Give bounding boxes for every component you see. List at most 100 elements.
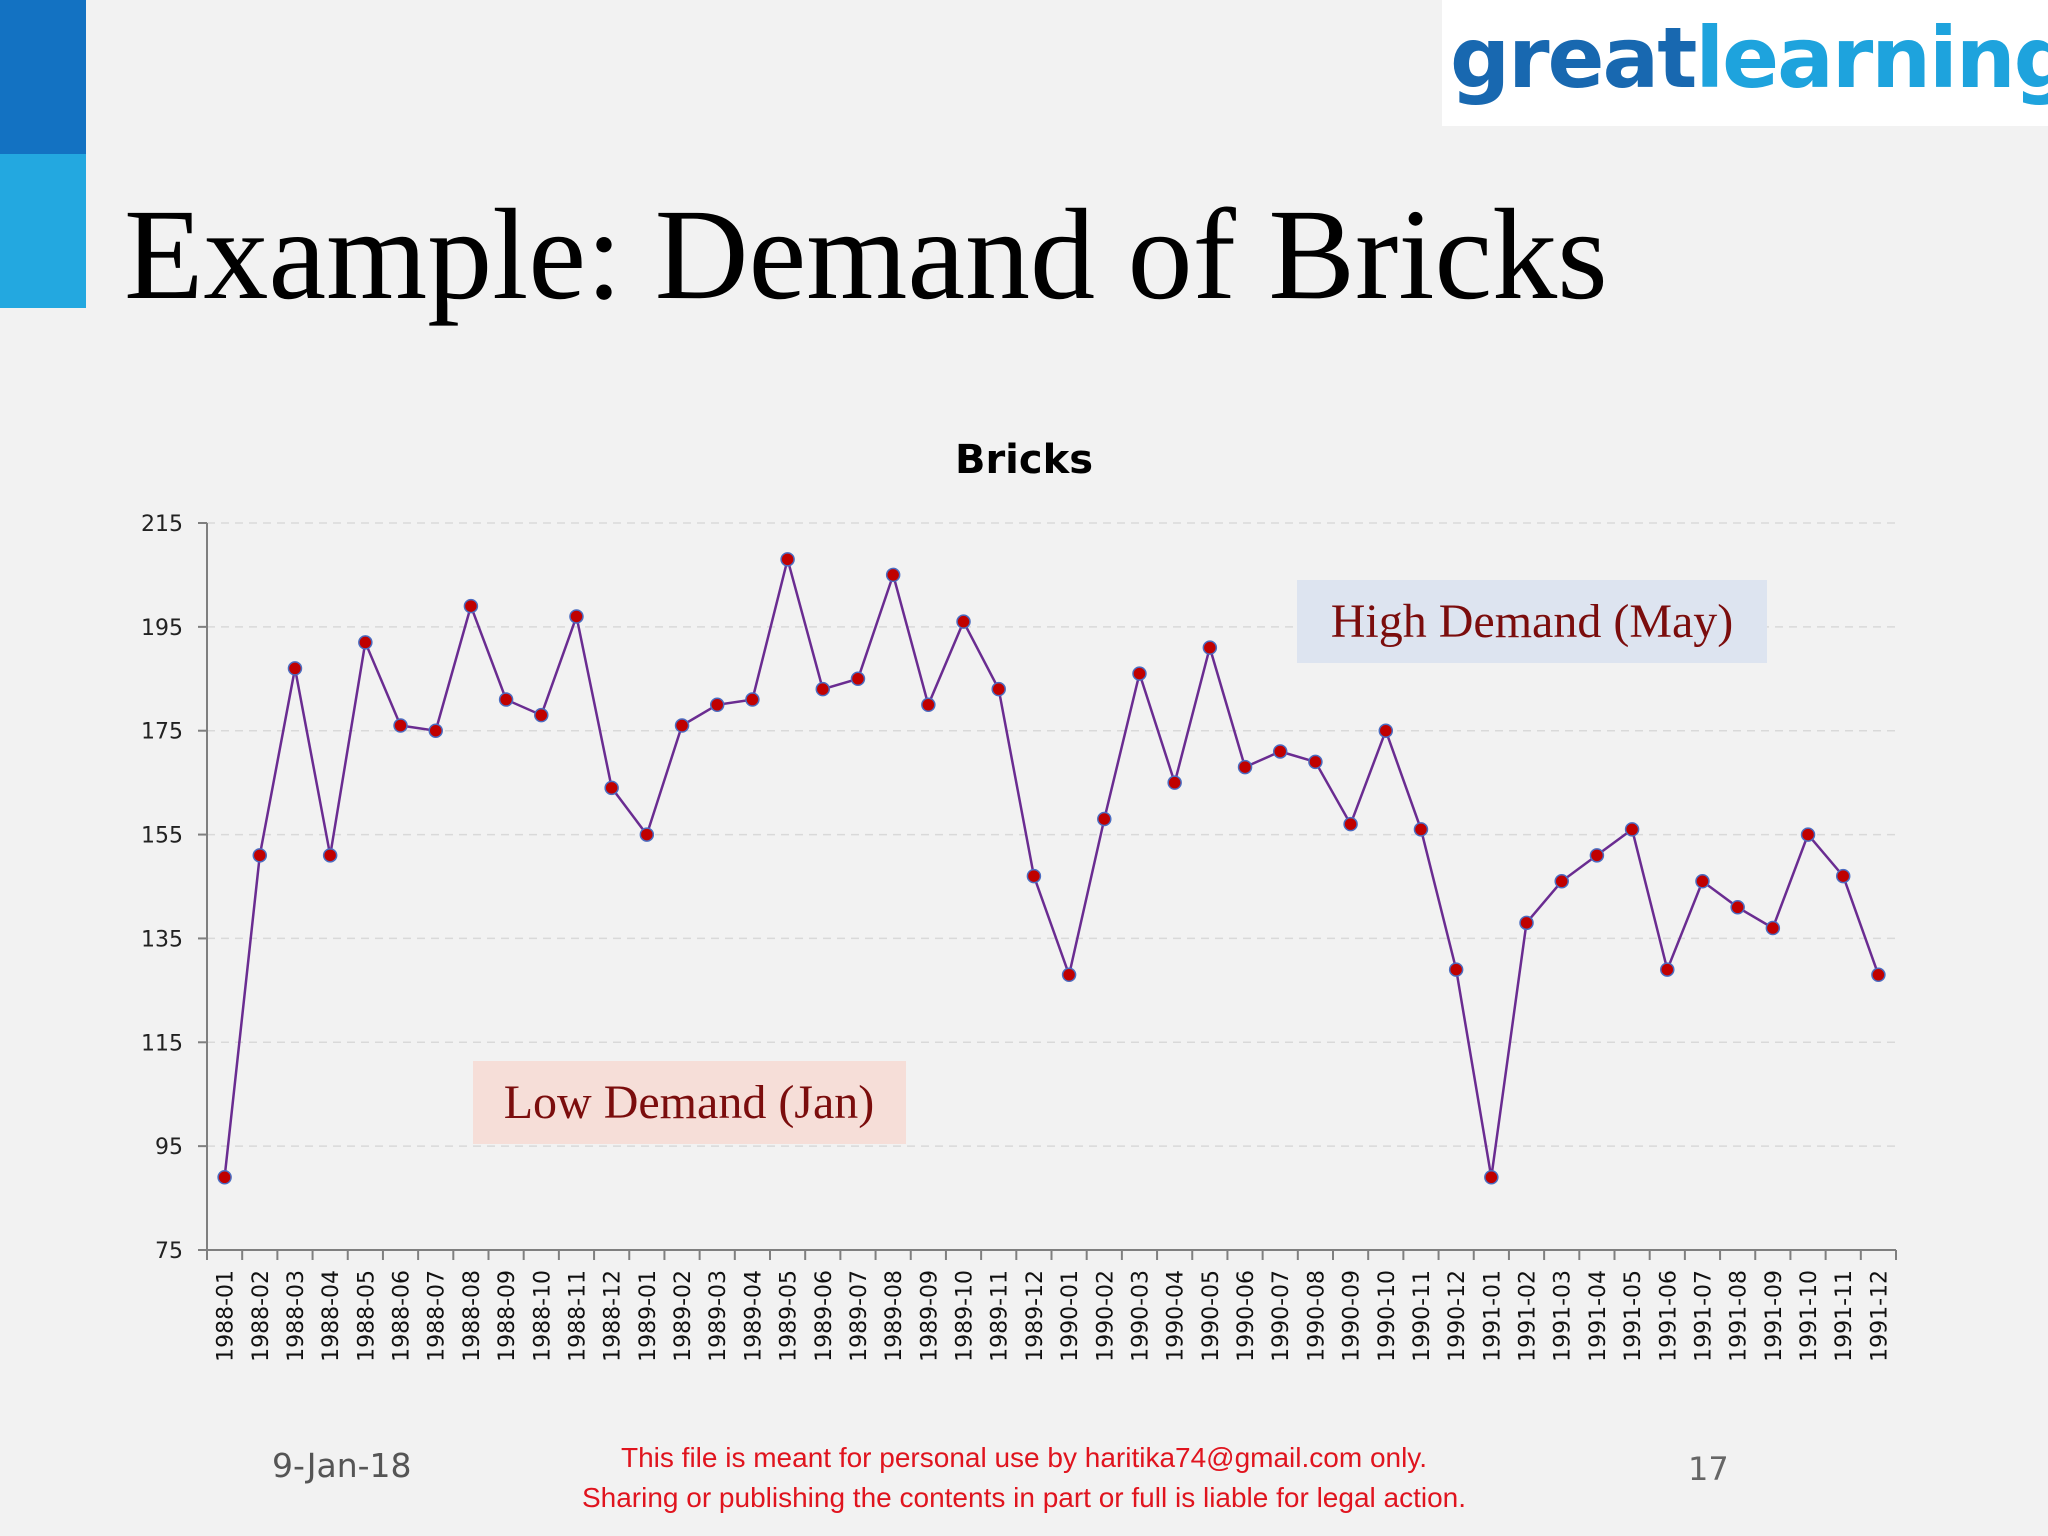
data-point: [1237, 759, 1253, 775]
data-point: [1378, 723, 1394, 738]
x-tick-label: 1991-09: [1762, 1270, 1787, 1362]
x-tick-label: 1988-03: [284, 1270, 309, 1362]
annotation-low-demand-text: Low Demand (Jan): [504, 1076, 875, 1129]
data-point: [604, 780, 619, 796]
x-tick-label: 1990-10: [1375, 1270, 1400, 1362]
x-tick-label: 1988-09: [495, 1270, 520, 1362]
x-tick-label: 1989-07: [847, 1270, 872, 1362]
x-tick-label: 1988-06: [390, 1270, 415, 1362]
x-tick-label: 1989-09: [917, 1270, 942, 1362]
x-tick-label: 1990-05: [1199, 1270, 1224, 1362]
y-tick-label: 115: [141, 1031, 183, 1056]
data-point: [850, 671, 866, 687]
bricks-line-chart: Bricks 75 95 115 135 155 175 195 215 1988-01 1988-…: [141, 437, 1897, 1362]
y-tick-label: 215: [141, 512, 183, 537]
accent-bar-dark: [0, 0, 86, 154]
x-tick-label: 1991-06: [1656, 1270, 1681, 1362]
chart-title: Bricks: [955, 437, 1093, 483]
data-point: [1835, 868, 1851, 884]
data-point: [780, 552, 795, 567]
notice-line-1: This file is meant for personal use by h…: [620, 1442, 1428, 1473]
x-tick-label: 1989-02: [671, 1270, 696, 1362]
x-tick-label: 1991-12: [1867, 1270, 1892, 1362]
footer-date: 9-Jan-18: [272, 1446, 412, 1485]
data-point: [1589, 848, 1605, 863]
data-point: [217, 1170, 232, 1185]
data-point: [991, 681, 1006, 697]
x-tick-label: 1991-03: [1551, 1270, 1576, 1362]
data-point: [1202, 640, 1218, 655]
data-point: [1871, 967, 1886, 983]
slide-title: Example: Demand of Bricks: [124, 183, 1608, 327]
x-tick-label: 1991-10: [1797, 1270, 1822, 1362]
logo-wordmark: greatlearning: [1450, 16, 2048, 100]
x-tick-label: 1988-02: [249, 1270, 274, 1362]
x-tick-label: 1988-05: [354, 1270, 379, 1362]
greatlearning-logo: greatlearning: [1442, 0, 2048, 126]
x-tick-label: 1991-07: [1691, 1270, 1716, 1362]
data-point: [1695, 874, 1710, 889]
data-point: [1554, 874, 1569, 889]
data-point: [498, 692, 514, 707]
y-tick-label: 75: [155, 1239, 183, 1264]
data-point: [1800, 827, 1816, 842]
data-point: [534, 707, 549, 723]
annotation-low-demand-box: [473, 1061, 906, 1144]
data-point: [639, 827, 655, 842]
y-tick-label: 95: [155, 1135, 183, 1160]
data-point: [1097, 811, 1112, 827]
x-tick-label: 1989-08: [882, 1270, 907, 1362]
data-point: [1448, 962, 1464, 977]
x-tick-label: 1989-12: [1023, 1270, 1048, 1362]
x-tick-label: 1990-06: [1234, 1270, 1259, 1362]
data-point: [358, 635, 373, 650]
y-tick-label: 135: [141, 927, 183, 952]
accent-bar-light: [0, 154, 86, 308]
data-point: [1484, 1170, 1499, 1185]
data-point: [1343, 816, 1358, 832]
y-tick-label: 175: [141, 720, 183, 745]
page-number: 17: [1688, 1450, 1729, 1488]
data-point: [1765, 920, 1781, 936]
annotation-high-demand-text: High Demand (May): [1331, 595, 1734, 648]
y-tick-label: 155: [141, 824, 183, 849]
data-point: [569, 609, 584, 624]
data-point: [322, 848, 338, 863]
x-tick-label: 1990-01: [1058, 1270, 1083, 1362]
x-tick-label: 1988-11: [565, 1270, 590, 1362]
series-line: [223, 554, 1880, 1178]
data-point: [745, 692, 760, 707]
data-point: [393, 718, 408, 733]
data-point: [1413, 822, 1429, 837]
x-tick-label: 1990-04: [1164, 1270, 1189, 1362]
x-tick-label: 1991-08: [1727, 1270, 1752, 1362]
x-tick-label: 1990-03: [1128, 1270, 1153, 1362]
x-tick-label: 1990-12: [1445, 1270, 1470, 1362]
y-tick-label: 195: [141, 616, 183, 641]
x-tick-label: 1991-02: [1516, 1270, 1541, 1362]
logo-part-great: great: [1450, 9, 1697, 107]
data-point: [1730, 900, 1745, 915]
data-point: [956, 614, 971, 629]
data-point: [709, 697, 725, 712]
x-tick-label: 1988-12: [601, 1270, 626, 1362]
data-point: [815, 681, 831, 697]
x-tick-label: 1991-01: [1480, 1270, 1505, 1362]
x-tick-label: 1990-02: [1093, 1270, 1118, 1362]
x-tick-label: 1989-04: [741, 1270, 766, 1362]
data-point: [428, 723, 443, 738]
x-tick-label: 1989-10: [953, 1270, 978, 1362]
x-tick-label: 1990-09: [1340, 1270, 1365, 1362]
x-tick-label: 1990-07: [1269, 1270, 1294, 1362]
data-point: [1061, 967, 1077, 983]
x-tick-label: 1989-01: [636, 1270, 661, 1362]
data-point: [1519, 915, 1534, 931]
logo-part-learning: learning: [1695, 9, 2048, 107]
data-point: [252, 848, 268, 863]
x-tick-label: 1989-06: [812, 1270, 837, 1362]
x-tick-label: 1989-03: [706, 1270, 731, 1362]
data-point: [921, 697, 936, 712]
notice-line-2: Sharing or publishing the contents in pa…: [581, 1482, 1467, 1513]
x-tick-label: 1989-11: [988, 1270, 1013, 1362]
data-point: [1624, 822, 1640, 837]
